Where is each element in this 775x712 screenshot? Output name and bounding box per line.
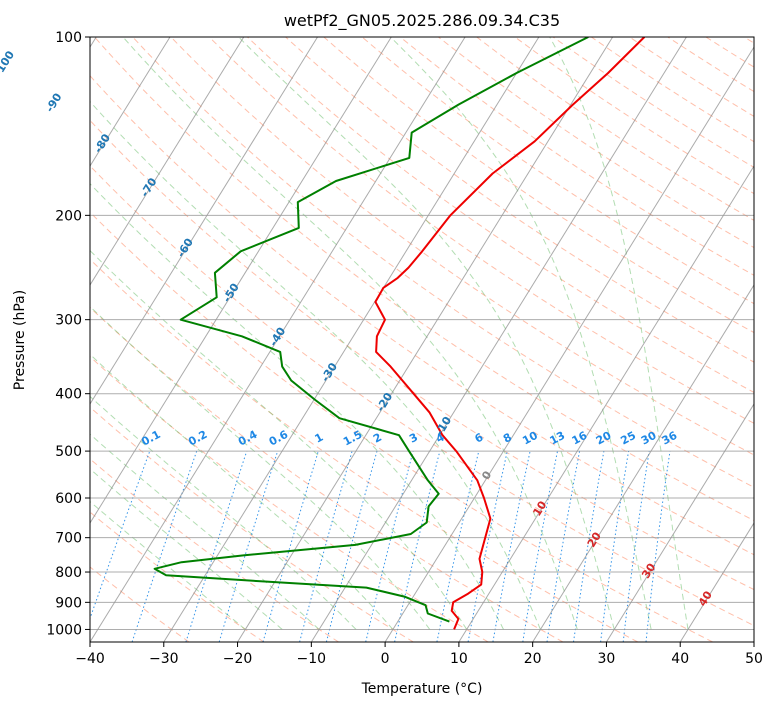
x-tick-label: 50 <box>745 651 763 667</box>
x-tick-label: 30 <box>598 651 616 667</box>
y-tick-label: 200 <box>55 208 82 224</box>
x-axis-label: Temperature (°C) <box>361 681 483 697</box>
x-tick-label: 40 <box>671 651 689 667</box>
y-tick-label: 1000 <box>46 622 82 638</box>
x-tick-label: 20 <box>524 651 542 667</box>
y-axis-label: Pressure (hPa) <box>12 290 28 390</box>
x-tick-label: 0 <box>381 651 390 667</box>
y-tick-label: 600 <box>55 491 82 507</box>
y-tick-label: 500 <box>55 444 82 460</box>
x-tick-label: −10 <box>297 651 327 667</box>
y-tick-label: 300 <box>55 313 82 329</box>
y-tick-label: 900 <box>55 595 82 611</box>
x-tick-label: 10 <box>450 651 468 667</box>
y-tick-label: 700 <box>55 531 82 547</box>
y-tick-label: 800 <box>55 565 82 581</box>
x-tick-label: −40 <box>75 651 105 667</box>
y-tick-label: 400 <box>55 387 82 403</box>
y-tick-label: 100 <box>55 30 82 46</box>
x-tick-label: −30 <box>149 651 179 667</box>
x-tick-label: −20 <box>223 651 253 667</box>
chart-title: wetPf2_GN05.2025.286.09.34.C35 <box>284 11 560 31</box>
